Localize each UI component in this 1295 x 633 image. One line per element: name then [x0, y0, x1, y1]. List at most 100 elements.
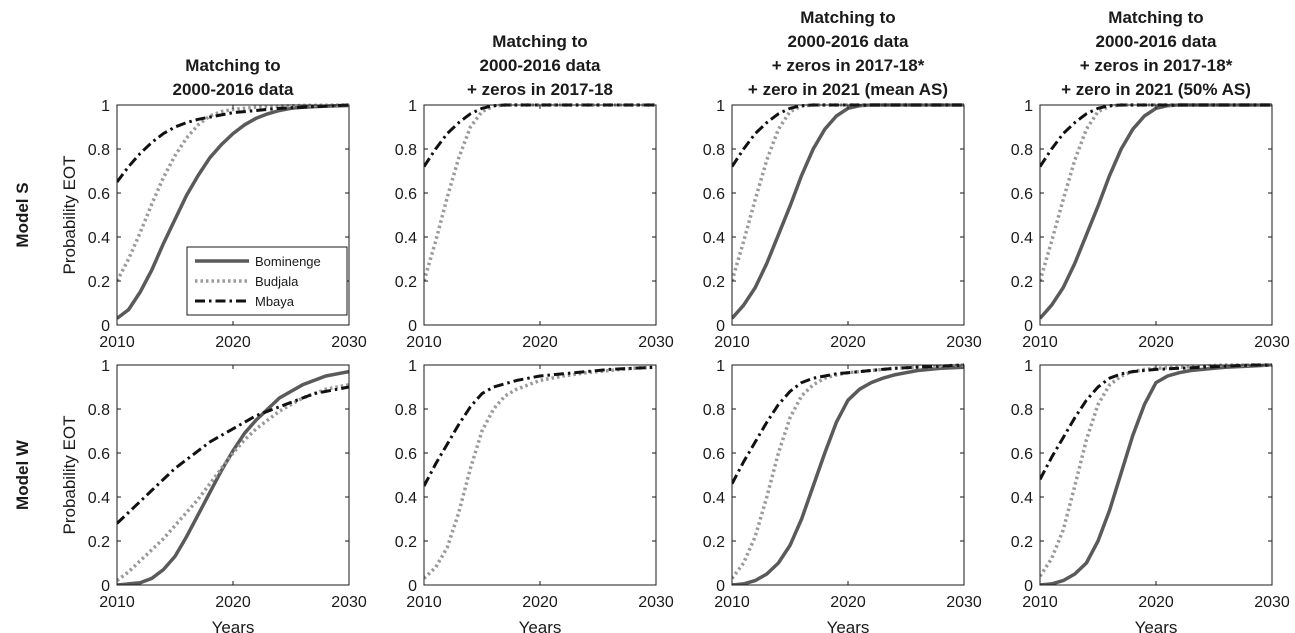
x-tick-label: 2030	[1254, 594, 1290, 611]
y-tick-label: 0.2	[703, 274, 725, 291]
x-tick-label: 2010	[99, 334, 135, 351]
panel-r1-c0: 0 0.2 0.4 0.6 0.8 1 2010 2020 2030 Probability EO…	[60, 358, 367, 633]
y-tick-label: 0	[408, 318, 417, 335]
y-tick-label: 0.4	[703, 490, 725, 507]
panel-title-line: + zeros in 2017-18*	[772, 56, 925, 75]
y-tick-label: 0.6	[703, 186, 725, 203]
x-axis-label: Years	[1135, 618, 1178, 633]
series-line-budjala	[732, 103, 964, 282]
y-tick-label: 1	[1024, 98, 1033, 115]
x-tick-label: 2020	[830, 334, 866, 351]
x-tick-label: 2020	[215, 594, 251, 611]
x-axis-label: Years	[519, 618, 562, 633]
y-tick-label: 0.4	[1011, 230, 1033, 247]
series-line-budjala	[117, 103, 349, 282]
legend-label: Mbaya	[255, 294, 295, 309]
series-line-bominenge	[732, 103, 964, 320]
y-tick-label: 1	[408, 98, 417, 115]
y-tick-label: 0.4	[395, 230, 417, 247]
x-tick-label: 2020	[522, 334, 558, 351]
series-line-budjala	[1040, 103, 1272, 282]
panel-title-line: + zero in 2021 (mean AS)	[748, 80, 948, 99]
row-label-model-w: Model W	[13, 439, 32, 510]
y-tick-label: 0.4	[1011, 490, 1033, 507]
y-tick-label: 0.2	[1011, 534, 1033, 551]
x-tick-label: 2030	[1254, 334, 1290, 351]
panel-r1-c1: 0 0.2 0.4 0.6 0.8 1 2010 2020 2030 Years	[395, 358, 674, 633]
x-tick-label: 2010	[406, 334, 442, 351]
x-tick-label: 2020	[1138, 594, 1174, 611]
x-tick-label: 2010	[1022, 594, 1058, 611]
x-tick-label: 2030	[331, 334, 367, 351]
series-line-bominenge	[732, 365, 964, 585]
series-line-mbaya	[117, 103, 349, 183]
panel-r0-c2: Matching to 2000-2016 data + zeros in 2017…	[703, 8, 982, 351]
y-tick-label: 0.6	[88, 446, 110, 463]
panel-title-line: Matching to	[185, 56, 280, 75]
panel-r1-c2: 0 0.2 0.4 0.6 0.8 1 2010 2020 2030 Years	[703, 358, 982, 633]
y-tick-label: 0.2	[88, 534, 110, 551]
y-tick-label: 0.8	[1011, 142, 1033, 159]
y-tick-label: 0.4	[395, 490, 417, 507]
y-tick-label: 0	[408, 578, 417, 595]
y-tick-label: 0.8	[1011, 402, 1033, 419]
y-tick-label: 0.4	[703, 230, 725, 247]
x-tick-label: 2020	[830, 594, 866, 611]
panel-r0-c0: Matching to 2000-2016 data 0 0.2 0.4 0.6 0.8 1 2…	[60, 56, 367, 351]
y-tick-label: 0	[716, 318, 725, 335]
y-tick-label: 0.2	[88, 274, 110, 291]
axes-frame	[731, 104, 965, 326]
series-line-budjala	[424, 103, 656, 282]
y-tick-label: 0.2	[703, 534, 725, 551]
y-axis-label: Probability EOT	[60, 415, 79, 534]
y-tick-label: 0.2	[395, 274, 417, 291]
y-tick-label: 0.8	[88, 142, 110, 159]
panel-title-line: Matching to	[1108, 8, 1203, 27]
panel-title-line: Matching to	[492, 32, 587, 51]
x-tick-label: 2010	[714, 334, 750, 351]
y-tick-label: 0.8	[88, 402, 110, 419]
x-tick-label: 2030	[946, 594, 982, 611]
axes-frame	[423, 104, 657, 326]
y-tick-label: 0.6	[395, 446, 417, 463]
x-tick-label: 2030	[946, 334, 982, 351]
y-tick-label: 1	[408, 358, 417, 375]
x-axis-label: Years	[212, 618, 255, 633]
y-tick-label: 1	[716, 98, 725, 115]
y-tick-label: 1	[101, 358, 110, 375]
panel-title-line: 2000-2016 data	[173, 80, 295, 99]
series-line-mbaya	[1040, 363, 1272, 481]
x-tick-label: 2020	[1138, 334, 1174, 351]
series-line-bominenge	[1040, 103, 1272, 320]
x-tick-label: 2010	[714, 594, 750, 611]
panel-title-line: Matching to	[800, 8, 895, 27]
y-tick-label: 0.6	[395, 186, 417, 203]
y-tick-label: 1	[716, 358, 725, 375]
panel-r0-c1: Matching to 2000-2016 data + zeros in 2017…	[395, 32, 674, 351]
y-tick-label: 0	[716, 578, 725, 595]
y-tick-label: 0.4	[88, 230, 110, 247]
series-line-mbaya	[117, 385, 349, 525]
panel-title-line: 2000-2016 data	[788, 32, 910, 51]
legend-label: Budjala	[255, 274, 299, 289]
legend-label: Bominenge	[255, 254, 321, 269]
y-tick-label: 0.2	[1011, 274, 1033, 291]
x-tick-label: 2010	[1022, 334, 1058, 351]
y-tick-label: 0.4	[88, 490, 110, 507]
panel-title-line: + zero in 2021 (50% AS)	[1061, 80, 1251, 99]
y-tick-label: 0.6	[88, 186, 110, 203]
y-axis-label: Probability EOT	[60, 155, 79, 274]
panel-title-line: 2000-2016 data	[480, 56, 602, 75]
panel-title-line: 2000-2016 data	[1096, 32, 1218, 51]
y-tick-label: 1	[1024, 358, 1033, 375]
panel-r1-c3: 0 0.2 0.4 0.6 0.8 1 2010 2020 2030 Years	[1011, 358, 1290, 633]
y-tick-label: 0	[1024, 578, 1033, 595]
x-tick-label: 2010	[406, 594, 442, 611]
panels: Matching to 2000-2016 data 0 0.2 0.4 0.6 0.8 1 2…	[60, 8, 1290, 633]
panel-title-line: + zeros in 2017-18*	[1080, 56, 1233, 75]
y-tick-label: 0.8	[395, 402, 417, 419]
y-tick-label: 0	[101, 318, 110, 335]
series-line-budjala	[424, 365, 656, 580]
x-tick-label: 2020	[215, 334, 251, 351]
